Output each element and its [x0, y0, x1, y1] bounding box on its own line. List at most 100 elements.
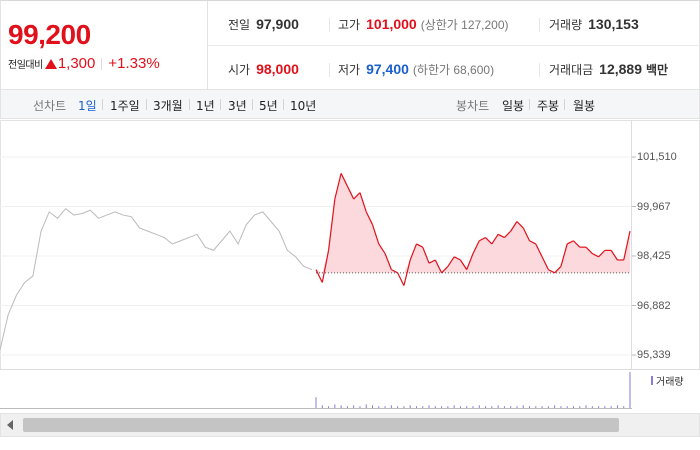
today-line-segment: [491, 233, 499, 245]
volume-bar: [415, 406, 417, 408]
volume-bar: [472, 406, 474, 408]
today-line-segment: [598, 249, 606, 258]
stat-open: 시가 98,000: [228, 61, 299, 78]
volume-bar: [522, 405, 524, 408]
volume-bar: [566, 406, 568, 408]
today-line-segment: [510, 221, 518, 232]
y-tick-label: 96,882: [637, 300, 671, 312]
today-line-segment: [554, 265, 562, 274]
today-area-fill: [316, 173, 630, 273]
candle-chart-label: 봉차트: [456, 99, 490, 113]
volume-bar: [397, 406, 399, 408]
today-line-segment: [327, 198, 336, 251]
period-5y[interactable]: 5년: [259, 99, 278, 113]
change-row: 전일대비 1,300 +1.33%: [8, 55, 160, 72]
volume-bar: [384, 406, 386, 408]
turnover-unit: 백만: [646, 63, 669, 77]
chart-scrollbar[interactable]: [0, 413, 700, 437]
volume-bar: [334, 404, 336, 408]
stat-low: 저가 97,400 (하한가 68,600): [338, 61, 494, 78]
period-3m[interactable]: 3개월: [153, 99, 183, 113]
period-10y[interactable]: 10년: [290, 99, 317, 113]
high-value: 101,000: [366, 16, 417, 32]
change-percent: +1.33%: [108, 55, 160, 72]
volume-bar: [503, 406, 505, 408]
today-line-segment: [434, 259, 443, 274]
turnover-value: 12,889: [599, 61, 642, 77]
volume-bar: [315, 397, 317, 408]
today-line-segment: [391, 269, 398, 274]
volume-bar: [541, 406, 543, 408]
today-line-segment: [472, 240, 480, 254]
divider: [283, 99, 284, 110]
price-chart-svg: [0, 120, 700, 370]
candle-daily[interactable]: 일봉: [502, 99, 525, 113]
today-line-segment: [315, 269, 323, 283]
change-value: 1,300: [57, 55, 96, 72]
volume-bar: [579, 406, 581, 408]
today-line-segment: [371, 224, 380, 245]
open-label: 시가: [228, 63, 251, 77]
today-line-segment: [416, 243, 424, 248]
candle-monthly[interactable]: 월봉: [573, 99, 596, 113]
volume-bar: [572, 406, 574, 408]
current-price: 99,200: [8, 19, 91, 50]
today-line-segment: [397, 272, 405, 286]
volume-bar: [365, 404, 367, 408]
chart-toolbar: 선차트 1일 1주일 3개월 1년 3년 5년 10년 봉차트 일봉 주봉 월봉: [0, 90, 700, 119]
y-tick-label: 99,967: [637, 201, 671, 213]
y-tick-label: 101,510: [637, 151, 677, 163]
volume-value: 130,153: [588, 16, 639, 32]
today-line-segment: [359, 192, 367, 213]
price-chart[interactable]: [0, 120, 700, 370]
volume-bar: [535, 406, 537, 408]
volume-bar: [616, 405, 618, 408]
today-line-segment: [466, 253, 474, 270]
previous-day-line: [0, 207, 313, 350]
scroll-thumb[interactable]: [23, 418, 619, 432]
volume-bar: [409, 405, 411, 408]
today-line-segment: [479, 237, 486, 242]
volume-bar: [403, 406, 405, 408]
divider: [146, 99, 147, 110]
y-tick-label: 98,425: [637, 250, 671, 262]
today-line-segment: [541, 256, 549, 270]
candle-weekly[interactable]: 주봉: [537, 99, 560, 113]
line-chart-label: 선차트: [33, 99, 67, 113]
volume-bar: [422, 406, 424, 408]
volume-bar: [598, 406, 600, 408]
period-1w[interactable]: 1주일: [110, 99, 140, 113]
volume-bar: [434, 406, 436, 408]
volume-legend: 거래량: [651, 373, 684, 388]
today-line-segment: [548, 269, 555, 274]
period-3y[interactable]: 3년: [228, 99, 247, 113]
stat-high: 고가 101,000 (상한가 127,200): [338, 16, 509, 33]
today-line-segment: [441, 265, 449, 274]
today-line-segment: [560, 243, 568, 267]
period-1y[interactable]: 1년: [196, 99, 215, 113]
volume-bar: [447, 406, 449, 408]
volume-bar: [459, 406, 461, 408]
volume-legend-label: 거래량: [656, 377, 684, 388]
volume-bar: [346, 406, 348, 408]
scroll-left-arrow-icon[interactable]: [7, 420, 13, 430]
volume-bar: [591, 406, 593, 408]
divider: [220, 99, 221, 110]
open-value: 98,000: [256, 61, 299, 77]
period-1d[interactable]: 1일: [78, 99, 97, 113]
upper-limit: (상한가 127,200): [420, 18, 509, 32]
volume-legend-swatch: [651, 376, 653, 385]
divider: [102, 99, 103, 110]
low-label: 저가: [338, 63, 361, 77]
volume-chart-svg: [0, 372, 632, 409]
volume-bar: [328, 406, 330, 408]
today-line-segment: [529, 240, 537, 245]
today-line-segment: [353, 192, 361, 200]
today-line-segment: [459, 259, 468, 270]
volume-bar: [485, 406, 487, 408]
prev-close-label: 전일: [228, 18, 251, 32]
today-line-segment: [535, 243, 543, 258]
today-line-segment: [485, 237, 493, 245]
volume-label: 거래량: [549, 18, 583, 32]
stat-prev-close: 전일 97,900: [228, 16, 299, 33]
